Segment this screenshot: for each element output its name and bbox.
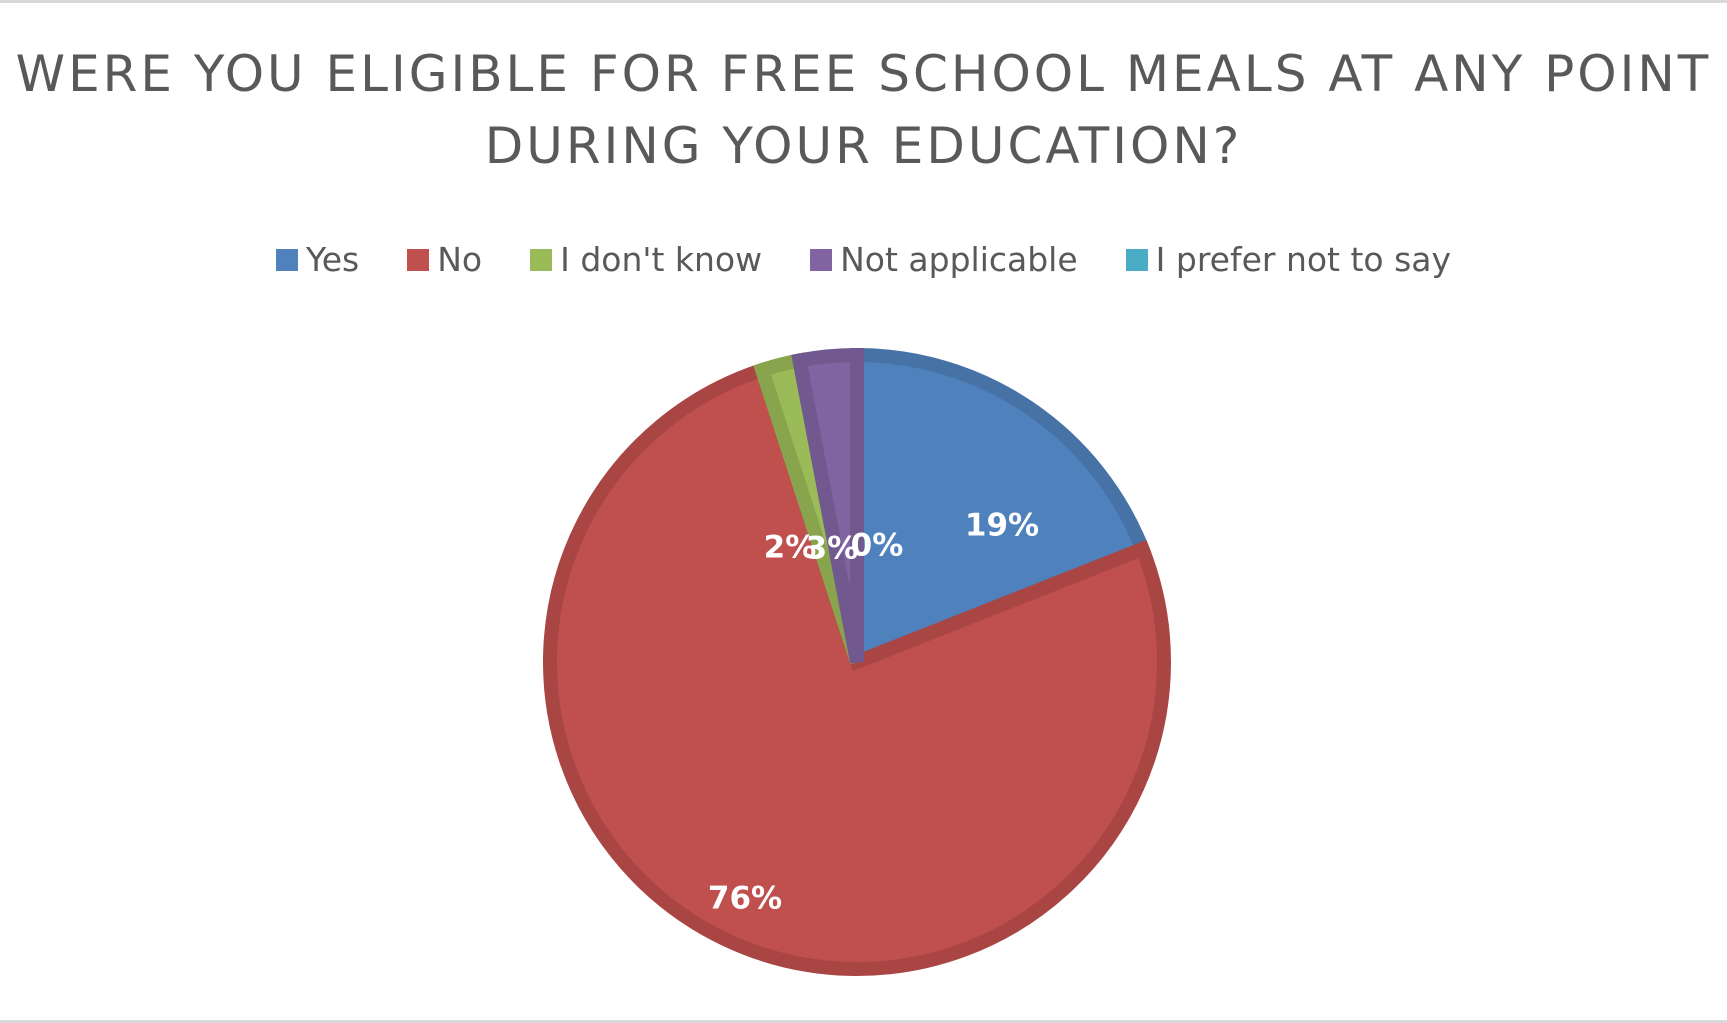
legend-swatch-prefer-not [1125,248,1148,271]
pie-slice-not-applicable [791,347,864,664]
legend-label-dont-know: I don't know [560,240,763,279]
chart-title-line-1: WERE YOU ELIGIBLE FOR FREE SCHOOL MEALS … [15,45,1712,103]
legend-item-no: No [407,240,482,279]
chart-title: WERE YOU ELIGIBLE FOR FREE SCHOOL MEALS … [0,38,1727,182]
data-label-prefer-not: 0% [851,528,904,564]
legend-label-prefer-not: I prefer not to say [1155,240,1452,279]
legend-label-yes: Yes [305,240,360,279]
legend-swatch-not-applicable [810,248,833,271]
legend-item-prefer-not: I prefer not to say [1125,240,1452,279]
legend-item-not-applicable: Not applicable [810,240,1078,279]
chart-title-line-2: DURING YOUR EDUCATION? [484,117,1243,175]
legend-item-yes: Yes [275,240,360,279]
legend-label-not-applicable: Not applicable [840,240,1078,279]
legend-swatch-dont-know [530,248,553,271]
legend-swatch-no [407,248,430,271]
pie-slice-no [543,361,1171,976]
pie-slice-yes [850,347,1152,673]
legend-item-dont-know: I don't know [530,240,762,279]
data-label-no: 76% [708,881,782,917]
data-label-yes: 19% [965,508,1039,544]
data-label-not-applicable: 3% [806,531,859,567]
legend-swatch-yes [275,248,298,271]
legend-label-no: No [437,240,483,279]
data-label-dont-know: 2% [764,530,817,566]
chart-legend: Yes No I don't know Not applicable I pre… [0,240,1727,279]
